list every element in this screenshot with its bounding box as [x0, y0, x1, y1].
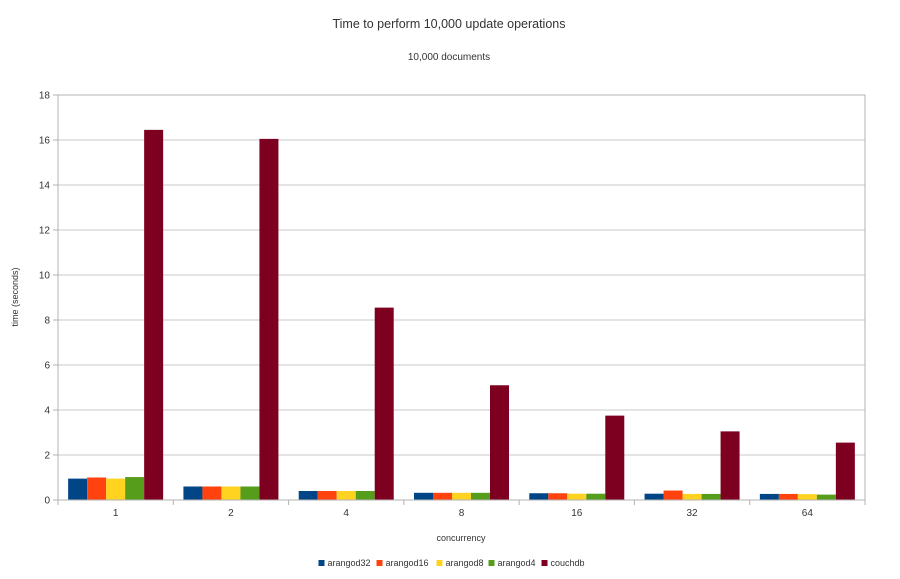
bar-arangod4-16 [586, 493, 606, 500]
legend-swatch-couchdb [541, 560, 548, 566]
bar-arangod32-4 [298, 491, 318, 500]
bar-arangod4-1 [125, 477, 145, 500]
bar-arangod8-2 [221, 486, 241, 500]
bar-arangod32-32 [644, 493, 664, 500]
y-tick-label: 6 [44, 361, 50, 372]
bar-arangod4-2 [240, 486, 260, 500]
legend-swatch-arangod8 [436, 560, 443, 566]
legend-label-arangod8: arangod8 [446, 558, 484, 568]
y-tick-label: 12 [39, 226, 51, 237]
bar-arangod16-32 [663, 490, 683, 500]
bar-couchdb-16 [605, 415, 625, 500]
bar-arangod8-4 [336, 491, 356, 500]
y-tick-label: 2 [44, 451, 50, 462]
bar-couchdb-8 [490, 385, 509, 500]
y-tick-label: 8 [44, 316, 50, 327]
gridlines [58, 94, 865, 456]
bar-arangod32-2 [183, 486, 203, 500]
bar-couchdb-1 [144, 129, 164, 500]
legend-label-couchdb: couchdb [551, 558, 585, 568]
bar-arangod32-1 [68, 478, 88, 500]
bar-arangod8-64 [797, 494, 817, 500]
y-tick-label: 4 [44, 406, 50, 417]
x-tick-label: 8 [459, 508, 465, 519]
bar-arangod8-16 [567, 493, 587, 500]
bar-arangod4-64 [816, 494, 836, 500]
bar-arangod16-4 [317, 491, 337, 500]
x-tick-label: 16 [571, 508, 583, 519]
y-tick-label: 14 [39, 181, 51, 192]
bar-arangod8-1 [106, 478, 126, 500]
bar-arangod16-2 [202, 486, 222, 500]
chart-subtitle: 10,000 documents [408, 52, 490, 63]
x-tick-label: 64 [802, 508, 814, 519]
bar-couchdb-32 [720, 431, 740, 500]
x-tick-label: 32 [687, 508, 699, 519]
bar-couchdb-2 [259, 138, 279, 500]
y-tick-label: 16 [39, 136, 51, 147]
bar-arangod16-16 [548, 493, 568, 500]
bars [68, 129, 855, 500]
bar-arangod16-1 [87, 477, 107, 500]
bar-arangod4-8 [471, 492, 490, 500]
legend: arangod32 arangod16 arangod8 arangod4 couchd… [318, 558, 585, 568]
bar-couchdb-4 [374, 307, 394, 500]
y-tick-label: 0 [44, 496, 50, 507]
legend-swatch-arangod4 [488, 560, 495, 566]
bar-arangod16-8 [433, 492, 452, 500]
bar-arangod4-32 [701, 493, 721, 500]
bar-arangod32-8 [414, 492, 433, 500]
bar-arangod32-64 [759, 493, 779, 500]
y-tick-label: 10 [39, 271, 51, 282]
chart-title: Time to perform 10,000 update operations [332, 17, 565, 31]
bar-arangod8-32 [682, 493, 702, 500]
legend-label-arangod32: arangod32 [328, 558, 371, 568]
x-tick-label: 4 [343, 508, 349, 519]
bar-arangod4-4 [355, 491, 375, 500]
bar-arangod32-16 [529, 493, 549, 500]
bar-arangod8-8 [452, 492, 471, 500]
x-tick-label: 1 [113, 508, 119, 519]
x-tick-label: 2 [228, 508, 234, 519]
legend-label-arangod4: arangod4 [498, 558, 536, 568]
y-axis-label: time (seconds) [10, 267, 20, 326]
x-axis-label: concurrency [436, 533, 486, 543]
y-tick-label: 18 [39, 91, 51, 102]
plot-frame [57, 94, 866, 501]
legend-swatch-arangod16 [376, 560, 383, 566]
bar-arangod16-64 [778, 493, 798, 500]
legend-label-arangod16: arangod16 [386, 558, 429, 568]
bar-couchdb-64 [835, 442, 855, 500]
legend-swatch-arangod32 [318, 560, 325, 566]
